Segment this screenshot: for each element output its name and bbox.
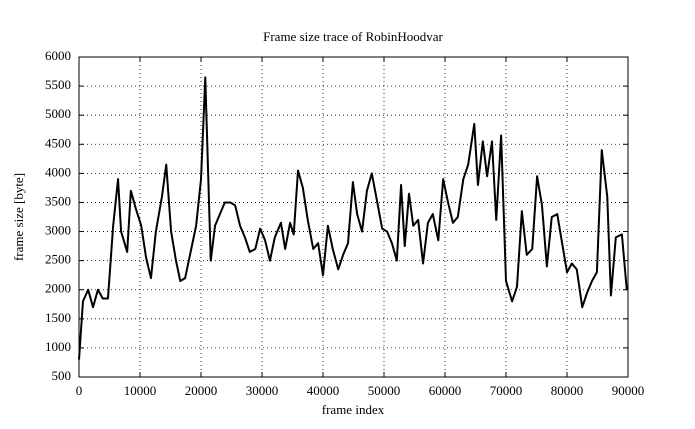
x-tick-label: 80000 xyxy=(551,383,584,398)
y-tick-label: 1000 xyxy=(45,339,71,354)
x-tick-label: 90000 xyxy=(612,383,645,398)
y-axis-label: frame size [byte] xyxy=(11,173,26,261)
x-tick-label: 20000 xyxy=(185,383,218,398)
x-tick-label: 40000 xyxy=(307,383,340,398)
y-tick-label: 6000 xyxy=(45,48,71,63)
x-tick-label: 50000 xyxy=(368,383,401,398)
y-tick-label: 5500 xyxy=(45,77,71,92)
x-axis-label: frame index xyxy=(322,402,385,417)
y-tick-label: 2500 xyxy=(45,252,71,267)
x-tick-label: 10000 xyxy=(124,383,157,398)
y-tick-label: 3500 xyxy=(45,193,71,208)
x-tick-label: 30000 xyxy=(246,383,279,398)
y-tick-label: 5000 xyxy=(45,106,71,121)
y-tick-label: 2000 xyxy=(45,281,71,296)
y-tick-label: 1500 xyxy=(45,310,71,325)
x-tick-label: 60000 xyxy=(429,383,462,398)
x-tick-label: 70000 xyxy=(490,383,523,398)
data-line xyxy=(78,76,628,360)
y-tick-label: 4000 xyxy=(45,164,71,179)
chart-title: Frame size trace of RobinHoodvar xyxy=(263,29,443,44)
plot-frame xyxy=(78,56,629,378)
y-tick-label: 500 xyxy=(52,368,72,383)
y-tick-label: 4500 xyxy=(45,135,71,150)
y-tick-label: 3000 xyxy=(45,223,71,238)
x-tick-label: 0 xyxy=(76,383,83,398)
